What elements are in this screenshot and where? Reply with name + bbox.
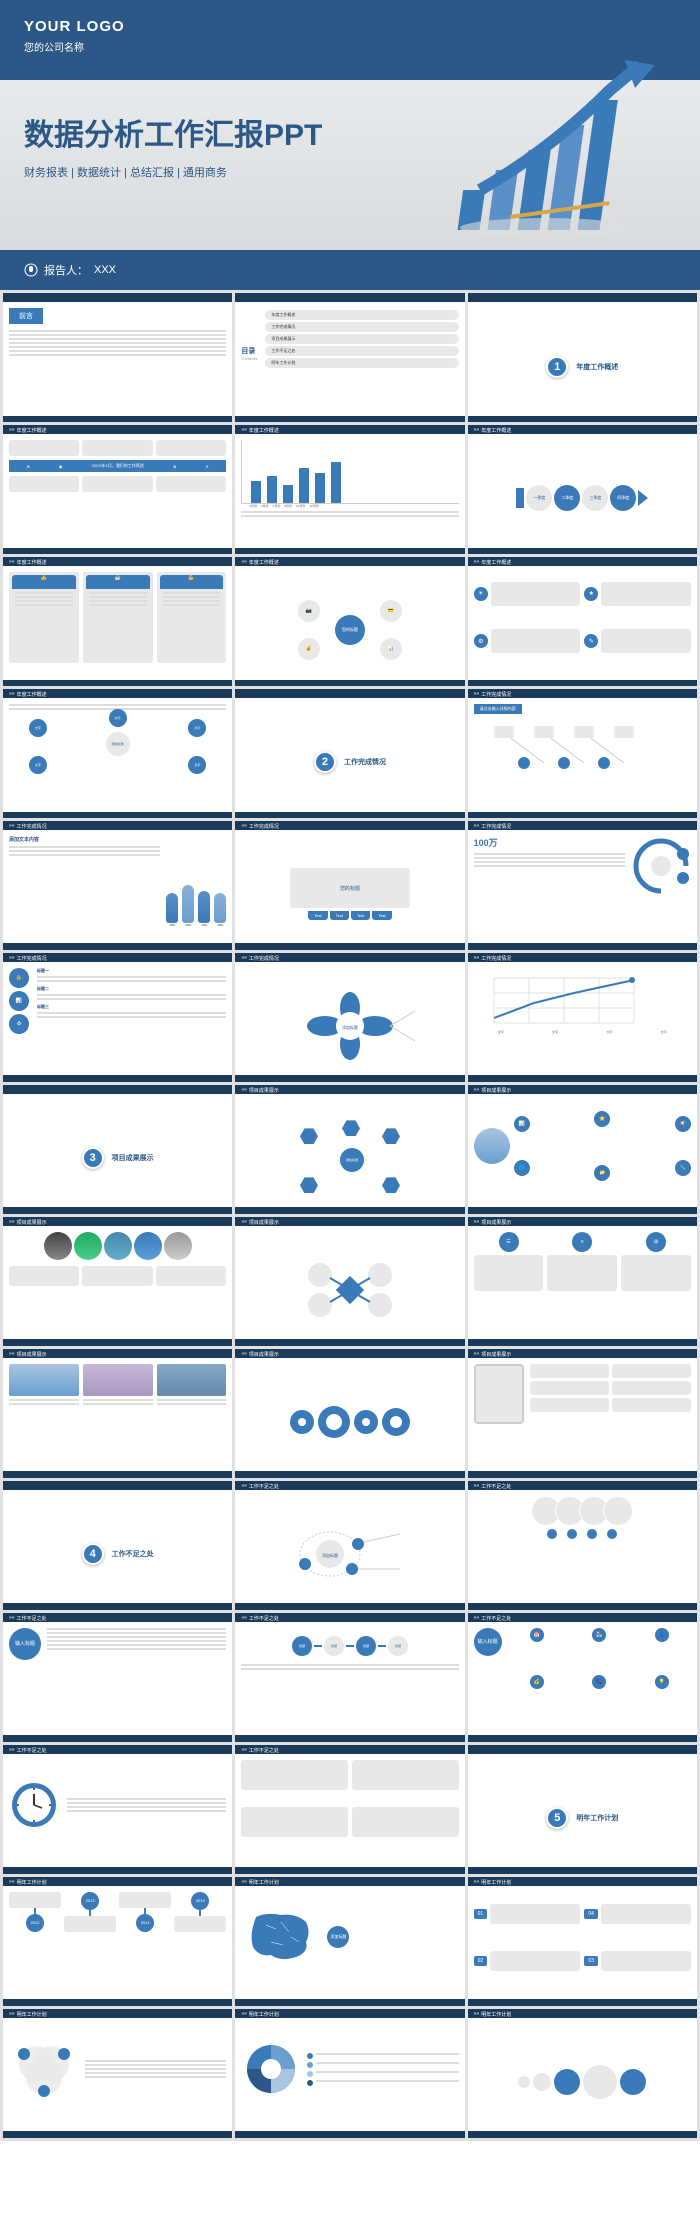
- logo-text: YOUR LOGO: [24, 18, 676, 35]
- slide-orbit[interactable]: »»工作不足之处 添加标题: [235, 1481, 464, 1610]
- hero-chart-icon: [450, 60, 680, 240]
- slide-hub-circles[interactable]: »»年度工作概述 您的标题 📷 💰 💳 📊: [235, 557, 464, 686]
- header: YOUR LOGO 您的公司名称 数据分析工作汇报PPT 财务报表 | 数据统计…: [0, 0, 700, 290]
- section-number: 3: [82, 1147, 104, 1169]
- slide-flower[interactable]: »»工作完成情况 添加标题: [235, 953, 464, 1082]
- network-diagram: [474, 718, 691, 778]
- slide-overlap-circles[interactable]: »»工作不足之处: [468, 1481, 697, 1610]
- toc-item: 项目成果展示: [265, 334, 458, 344]
- slide-4blocks[interactable]: »»工作不足之处: [235, 1745, 464, 1874]
- line-chart: [474, 968, 691, 1028]
- title-section: 数据分析工作汇报PPT 财务报表 | 数据统计 | 总结汇报 | 通用商务: [0, 80, 700, 250]
- slide-tabs[interactable]: »»工作完成情况 您的标题 Test Test Test Test: [235, 821, 464, 950]
- reporter-label: 报告人：: [44, 262, 88, 278]
- flower-diagram: 添加标题: [280, 986, 420, 1066]
- diamond-diagram: [280, 1250, 420, 1330]
- slide-bubbles[interactable]: »»明年工作计划: [468, 2009, 697, 2138]
- svg-text:添加标题: 添加标题: [342, 1024, 358, 1030]
- pie-chart: [241, 2039, 301, 2099]
- slide-quarters[interactable]: »»年度工作概述 一季度 二季度 三季度 四季度: [468, 425, 697, 554]
- slide-section-4[interactable]: 4 工作不足之处: [3, 1481, 232, 1610]
- map-icon: [241, 1907, 321, 1967]
- slide-venn[interactable]: »»明年工作计划: [3, 2009, 232, 2138]
- section-number: 1: [546, 356, 568, 378]
- clock-icon: [9, 1780, 59, 1830]
- slide-photo-hub[interactable]: »»项目成果展示 📊 📢 🌐 🔧 ⭐ 📁: [468, 1085, 697, 1214]
- preface-badge: 前言: [9, 308, 43, 324]
- section-number: 2: [314, 751, 336, 773]
- slides-grid: 前言 目录 Contents 年度工作概述 工作完成情况 项目成果展示 工作不足…: [0, 290, 700, 2141]
- slide-2col-icons[interactable]: »»工作完成情况 🔒 📊 ♻ 标题一 标题二 标题三: [3, 953, 232, 1082]
- section-title: 明年工作计划: [576, 1813, 618, 1823]
- slide-3photos[interactable]: »»项目成果展示: [3, 1349, 232, 1478]
- slide-diamond[interactable]: »»项目成果展示: [235, 1217, 464, 1346]
- slide-timeline[interactable]: »»年度工作概述 ⊕◉20XX年X月，我们的工作简述⊗✕: [3, 425, 232, 554]
- slide-network[interactable]: »»工作完成情况 请点击输入详细内容: [468, 689, 697, 818]
- slide-100wan[interactable]: »»工作完成情况 100万: [468, 821, 697, 950]
- slide-3panels[interactable]: »»项目成果展示 ☰ ≡ ⊞: [468, 1217, 697, 1346]
- arc-diagram: [631, 836, 691, 896]
- slide-icon-list[interactable]: »»工作不足之处 输入标题 📅 🏪 👤 💰 📞 💡: [468, 1613, 697, 1742]
- toc-item: 年度工作概述: [265, 310, 458, 320]
- slide-year-timeline[interactable]: »»明年工作计划 2012 2013 2014 2015: [3, 1877, 232, 2006]
- slide-clock[interactable]: »»工作不足之处: [3, 1745, 232, 1874]
- slide-gears[interactable]: »»项目成果展示: [235, 1349, 464, 1478]
- slide-preface[interactable]: 前言: [3, 293, 232, 422]
- venn-diagram: [9, 2039, 79, 2099]
- svg-text:添加标题: 添加标题: [322, 1552, 338, 1558]
- toc-item: 明年工作计划: [265, 358, 458, 368]
- slide-contents[interactable]: 目录 Contents 年度工作概述 工作完成情况 项目成果展示 工作不足之处 …: [235, 293, 464, 422]
- slide-flow-chain[interactable]: »»工作不足之处 标题 标题 标题 标题: [235, 1613, 464, 1742]
- reporter-bar: 报告人： XXX: [0, 250, 700, 290]
- slide-grid-chart[interactable]: »»工作完成情况 文字文字文字文字: [468, 953, 697, 1082]
- slide-map[interactable]: »»明年工作计划 添加标题: [235, 1877, 464, 2006]
- section-title: 年度工作概述: [576, 362, 618, 372]
- slide-bar-chart[interactable]: »»年度工作概述 2月份 4月份 6月份 8月份 10月份 12月份: [235, 425, 464, 554]
- contents-title-cn: 目录: [241, 346, 257, 356]
- slide-numbered[interactable]: »»明年工作计划 01 04 02 03: [468, 1877, 697, 2006]
- section-number: 4: [82, 1543, 104, 1565]
- section-title: 工作不足之处: [112, 1549, 154, 1559]
- toc-item: 工作不足之处: [265, 346, 458, 356]
- slide-hex-hub[interactable]: »»项目成果展示 添加标题: [235, 1085, 464, 1214]
- slide-section-3[interactable]: 3 项目成果展示: [3, 1085, 232, 1214]
- slide-cylinders[interactable]: »»工作完成情况 添加文本内容 18% 29% 19% 18%: [3, 821, 232, 950]
- section-title: 工作完成情况: [344, 757, 386, 767]
- reporter-name: XXX: [94, 264, 116, 276]
- slide-device[interactable]: »»项目成果展示: [468, 1349, 697, 1478]
- slide-input-left[interactable]: »»工作不足之处 输入标题: [3, 1613, 232, 1742]
- contents-title-en: Contents: [241, 356, 257, 361]
- toc-item: 工作完成情况: [265, 322, 458, 332]
- slide-5circles[interactable]: »»项目成果展示: [3, 1217, 232, 1346]
- slide-4boxes[interactable]: »»年度工作概述 ☀ ★ ⚙ ✎: [468, 557, 697, 686]
- orbit-diagram: 添加标题: [280, 1514, 420, 1594]
- slide-3cols[interactable]: »»年度工作概述 👍 ☕ 💪: [3, 557, 232, 686]
- section-number: 5: [546, 1807, 568, 1829]
- mic-icon: [24, 263, 38, 277]
- section-title: 项目成果展示: [112, 1153, 154, 1163]
- slide-section-2[interactable]: 2 工作完成情况: [235, 689, 464, 818]
- slide-pie[interactable]: »»明年工作计划: [235, 2009, 464, 2138]
- slide-radial[interactable]: »»年度工作概述 添加标题 文字 文字 文字 文字 文字: [3, 689, 232, 818]
- slide-section-1[interactable]: 1 年度工作概述: [468, 293, 697, 422]
- slide-section-5[interactable]: 5 明年工作计划: [468, 1745, 697, 1874]
- company-name: 您的公司名称: [24, 39, 676, 54]
